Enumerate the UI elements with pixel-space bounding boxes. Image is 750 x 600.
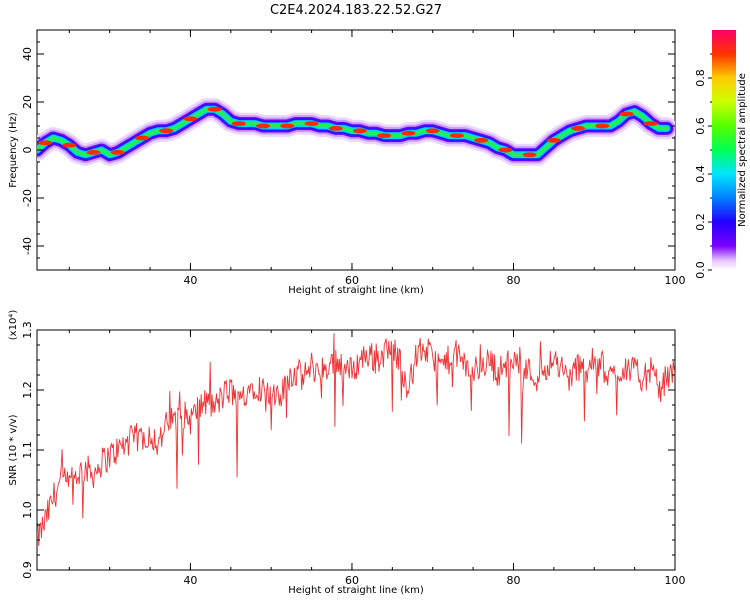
snr-y-tick-label: 1.0 (21, 501, 34, 519)
spectrogram-plot-area (36, 29, 676, 271)
spectrogram-panel: 40 60 80 100 40 20 0 -20 -40 Height of straight … (8, 29, 686, 296)
ridge-peak (546, 138, 561, 143)
colorbar-gradient (712, 30, 736, 270)
snr-y-tick-label: 0.9 (21, 561, 34, 579)
ridge-peak (207, 106, 222, 112)
snr-y-tick-label: 1.1 (21, 441, 34, 459)
colorbar-tick-label: 0.2 (694, 213, 707, 231)
snr-x-tick-label: 80 (506, 574, 520, 587)
spectrogram-x-tick-label: 40 (183, 274, 197, 287)
ridge-peak (474, 138, 489, 143)
ridge-peak (231, 121, 246, 126)
snr-plot-area (36, 329, 676, 571)
amplitude-colorbar: 0.0 0.2 0.4 0.6 0.8 Normalized spectral ampl… (694, 30, 748, 279)
spectrogram-x-tick-label: 80 (506, 274, 520, 287)
spectrogram-x-axis-title: Height of straight line (km) (288, 285, 424, 296)
spectrogram-ridge (37, 98, 675, 166)
ridge-peak (522, 152, 537, 158)
ridge-peak (134, 135, 149, 141)
ridge-peak (159, 128, 174, 134)
snr-y-axis-title: SNR (10 * v/v) (8, 414, 19, 485)
spectrogram-y-tick-label: -20 (21, 189, 34, 207)
snr-series-line (37, 333, 675, 546)
ridge-peak (449, 133, 464, 139)
ridge-peak (62, 142, 77, 148)
snr-x-tick-label: 60 (345, 574, 359, 587)
colorbar-tick-label: 0.8 (694, 69, 707, 87)
ridge-peak (643, 121, 658, 126)
snr-panel: 40 60 80 100 1.3 1.2 1.1 1.0 0.9 Height of strai… (8, 310, 686, 596)
ridge-peak (256, 123, 271, 129)
snr-x-tick-label: 40 (183, 574, 197, 587)
ridge-peak (38, 140, 53, 146)
spectrogram-x-tick-label: 60 (345, 274, 359, 287)
ridge-peak (353, 128, 368, 134)
spectrogram-y-tick-label: 20 (21, 95, 34, 109)
ridge-peak (401, 130, 416, 136)
spectrogram-y-axis-title: Frequency (Hz) (8, 112, 19, 188)
ridge-peak (183, 116, 198, 122)
ridge-peak (498, 147, 513, 153)
colorbar-tick-label: 0.4 (694, 165, 707, 183)
spectrogram-y-tick-label: 40 (21, 47, 34, 61)
colorbar-tick-label: 0.6 (694, 117, 707, 135)
snr-y-tick-label: 1.2 (21, 381, 34, 399)
snr-x-axis-title: Height of straight line (km) (288, 585, 424, 596)
ridge-peak (571, 125, 586, 131)
colorbar-title: Normalized spectral amplitude (737, 73, 748, 227)
ridge-peak (280, 123, 295, 129)
spectrogram-y-tick-label: 0 (21, 147, 34, 154)
ridge-peak (328, 125, 343, 131)
colorbar-tick-label: 0.0 (694, 261, 707, 279)
ridge-peak (304, 121, 319, 126)
figure-title: C2E4.2024.183.22.52.G27 (270, 3, 442, 18)
ridge-peak (377, 133, 392, 139)
ridge-peak (425, 128, 440, 134)
snr-y-tick-label: 1.3 (21, 321, 34, 339)
spectrogram-y-tick-label: -40 (21, 237, 34, 255)
spectrogram-x-tick-label: 100 (665, 274, 686, 287)
ridge-peak (619, 111, 634, 117)
snr-x-tick-label: 100 (665, 574, 686, 587)
ridge-peak (595, 123, 610, 129)
ridge-peak (86, 150, 101, 155)
snr-multiplier-label: (x10⁴) (8, 310, 19, 341)
ridge-peak (110, 150, 125, 155)
